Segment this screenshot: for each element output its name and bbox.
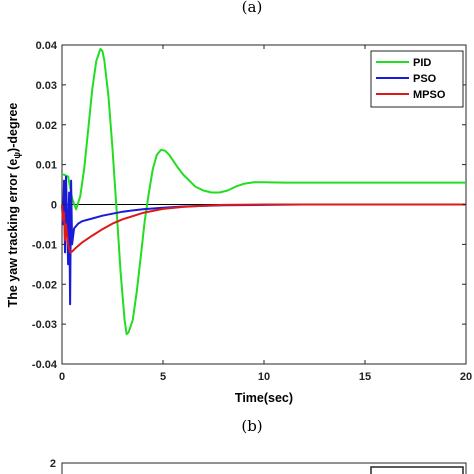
y-tick-label: 0 bbox=[51, 200, 57, 212]
y-tick-label: -0.01 bbox=[32, 239, 57, 251]
series-layer bbox=[61, 48, 466, 336]
y-tick-label: 0.04 bbox=[36, 40, 58, 52]
x-tick-label: 0 bbox=[59, 371, 65, 383]
x-tick-label: 20 bbox=[460, 371, 472, 383]
second-plot-frame bbox=[61, 462, 467, 474]
y-tick-label: 0.01 bbox=[36, 160, 57, 172]
second-plot-y-tick-label: 2 bbox=[50, 458, 56, 470]
legend: PID PSO MPSO bbox=[370, 50, 464, 108]
second-plot-partial: 2 bbox=[50, 458, 467, 474]
y-tick-label: 0.02 bbox=[36, 120, 57, 132]
tick-layer: 0 5 10 15 20 0.04 0.03 0.02 0.01 0 -0.01 -0.02 -0.03… bbox=[32, 40, 472, 383]
second-plot-legend-box bbox=[370, 466, 464, 474]
series-line-mpso bbox=[61, 203, 466, 254]
y-axis-label-subscript: ψ bbox=[12, 152, 22, 159]
y-axis-label-end: )-degree bbox=[6, 103, 20, 152]
y-tick-label: -0.03 bbox=[32, 319, 57, 331]
series-line-pid bbox=[62, 48, 466, 336]
y-axis-label-main: The yaw tracking error (e bbox=[6, 159, 20, 308]
y-axis-label: The yaw tracking error (eψ)-degree bbox=[6, 103, 22, 308]
x-tick-label: 5 bbox=[160, 371, 166, 383]
x-tick-label: 10 bbox=[258, 371, 270, 383]
x-axis-label: Time(sec) bbox=[235, 391, 293, 405]
y-tick-label: 0.03 bbox=[36, 80, 57, 92]
legend-label-pid: PID bbox=[413, 57, 431, 69]
legend-label-mpso: MPSO bbox=[413, 89, 446, 101]
caption-a: (a) bbox=[242, 0, 263, 16]
y-tick-label: -0.02 bbox=[32, 279, 57, 291]
x-tick-label: 15 bbox=[359, 371, 371, 383]
y-tick-label: -0.04 bbox=[32, 359, 58, 371]
caption-b: (b) bbox=[241, 417, 262, 435]
legend-label-pso: PSO bbox=[413, 73, 437, 85]
